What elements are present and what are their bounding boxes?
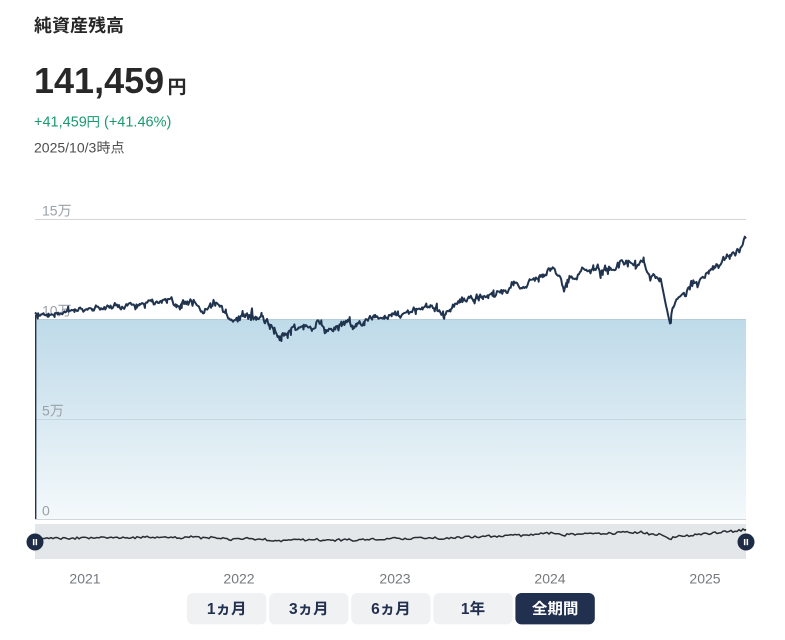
svg-text:5: 5	[42, 403, 50, 419]
svg-text:6: 6	[371, 601, 380, 618]
svg-text:141,459: 141,459	[34, 60, 164, 101]
svg-text:2025/10/3: 2025/10/3	[34, 140, 96, 156]
svg-text:0: 0	[42, 503, 50, 519]
svg-text:1: 1	[461, 601, 470, 618]
svg-text:2021: 2021	[69, 571, 100, 587]
svg-text:2023: 2023	[379, 571, 410, 587]
svg-text:2024: 2024	[534, 571, 565, 587]
svg-text:2025: 2025	[689, 571, 720, 587]
svg-text:(+41.46%): (+41.46%)	[104, 115, 171, 131]
svg-text:+41,459: +41,459	[34, 115, 87, 131]
svg-text:3: 3	[289, 601, 298, 618]
svg-text:2022: 2022	[223, 571, 254, 587]
svg-text:1: 1	[207, 601, 216, 618]
svg-text:15: 15	[42, 203, 58, 219]
